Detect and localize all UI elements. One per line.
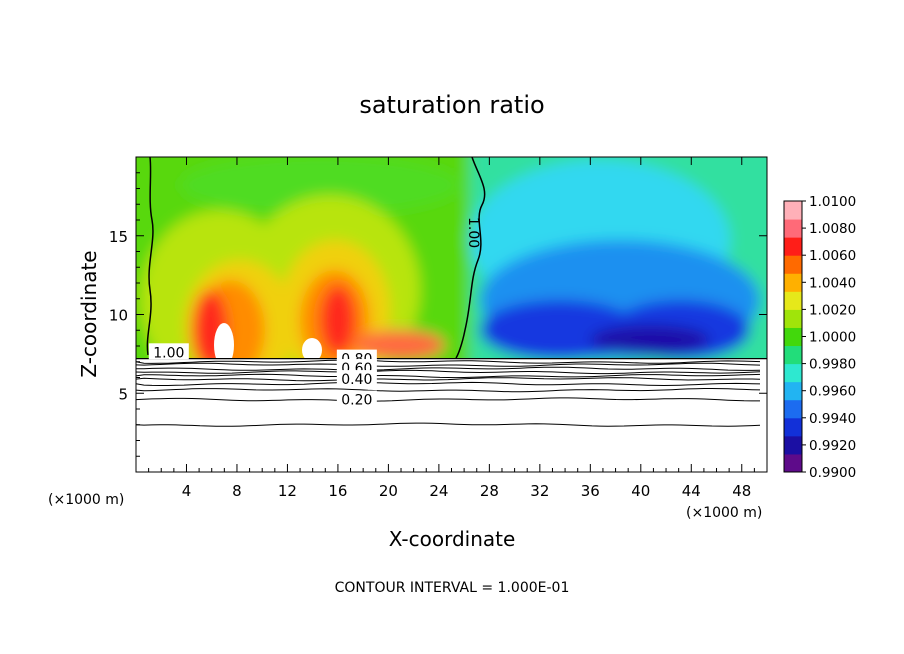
- x-tick-label: 44: [682, 482, 701, 500]
- colorbar-swatch: [784, 309, 802, 328]
- colorbar: 1.0100 1.0080 1.0060 1.0040 1.0020 1.0000 0.99…: [783, 194, 856, 481]
- x-tick-label: 20: [379, 482, 398, 500]
- x-tick-label: 28: [480, 482, 499, 500]
- x-tick-label: 12: [278, 482, 297, 500]
- subcloud-contour: [135, 381, 761, 387]
- x-unit-right: (×1000 m): [686, 505, 762, 521]
- plot-area: [135, 156, 768, 473]
- subcloud-contour: [135, 362, 761, 367]
- subcloud-contour: [135, 366, 761, 371]
- subcloud-contours: [135, 358, 767, 427]
- colorbar-label: 1.0000: [809, 330, 856, 346]
- colorbar-swatch: [784, 345, 802, 365]
- y-tick-label: 10: [109, 307, 128, 325]
- subcloud-contour: [135, 373, 761, 379]
- colorbar-swatch: [784, 417, 802, 437]
- colorbar-swatch: [784, 237, 802, 256]
- x-axis-label: X-coordinate: [389, 527, 516, 551]
- x-axis: 4 8 12 16 20 24 28 32 36 40 44 48: [148, 157, 755, 500]
- colorbar-label: 1.0020: [809, 302, 856, 318]
- chart-title: saturation ratio: [359, 91, 544, 119]
- contour-label: 0.20: [341, 393, 372, 409]
- subcloud-contour: [135, 388, 761, 393]
- y-tick-label: 15: [109, 228, 128, 246]
- colorbar-label: 1.0080: [809, 221, 856, 237]
- colorbar-label: 1.0100: [809, 194, 856, 210]
- colorbar-swatch: [784, 381, 802, 401]
- saturation-field: [136, 157, 767, 358]
- x-tick-label: 24: [429, 482, 448, 500]
- colorbar-swatch: [784, 273, 802, 292]
- y-axis: 5 10 15: [109, 172, 767, 457]
- colorbar-label: 0.9980: [809, 357, 856, 373]
- colorbar-label: 0.9960: [809, 384, 856, 400]
- subcloud-contour: [135, 377, 761, 382]
- colorbar-swatch: [784, 399, 802, 419]
- cloud-gap: [214, 323, 234, 358]
- x-tick-label: 32: [530, 482, 549, 500]
- colorbar-swatch: [784, 291, 802, 310]
- x-tick-label: 16: [328, 482, 347, 500]
- cloud-gap: [302, 338, 322, 358]
- subcloud-contour: [135, 422, 761, 427]
- colorbar-label: 1.0040: [809, 275, 856, 291]
- contour-label: 0.40: [341, 372, 372, 388]
- contour-line-1.00-left: [146, 157, 154, 356]
- x-tick-label: 36: [581, 482, 600, 500]
- contour-label: 1.00: [153, 345, 184, 361]
- subcloud-contour: [135, 369, 761, 375]
- x-unit-left: (×1000 m): [48, 492, 124, 508]
- colorbar-swatch: [784, 255, 802, 274]
- contour-label-bg: [336, 370, 377, 387]
- colorbar-swatch: [784, 201, 802, 220]
- footer-contour-interval: CONTOUR INTERVAL = 1.000E-01: [335, 580, 570, 596]
- x-tick-label: 48: [732, 482, 751, 500]
- contour-label-bg: [148, 343, 189, 360]
- colorbar-label: 0.9940: [809, 411, 856, 427]
- colorbar-swatch: [784, 363, 802, 383]
- y-tick-label: 5: [118, 385, 128, 403]
- colorbar-swatch: [784, 453, 802, 473]
- contour-line-1.00: [455, 157, 486, 358]
- contour-labels: 1.001.000.800.600.400.20: [148, 217, 481, 409]
- colorbar-label: 0.9920: [809, 438, 856, 454]
- x-tick-label: 40: [631, 482, 650, 500]
- colorbar-swatch: [784, 219, 802, 238]
- colorbar-swatch: [784, 435, 802, 455]
- colorbar-label: 1.0060: [809, 248, 856, 264]
- subcloud-contour: [135, 397, 760, 402]
- x-tick-label: 4: [182, 482, 192, 500]
- contour-label-bg: [336, 390, 377, 407]
- contour-label: 1.00: [465, 217, 481, 248]
- colorbar-swatch: [784, 327, 802, 347]
- colorbar-label: 0.9900: [809, 465, 856, 481]
- subcloud-contour: [135, 359, 761, 364]
- x-tick-label: 8: [232, 482, 242, 500]
- y-axis-label: Z-coordinate: [77, 250, 101, 377]
